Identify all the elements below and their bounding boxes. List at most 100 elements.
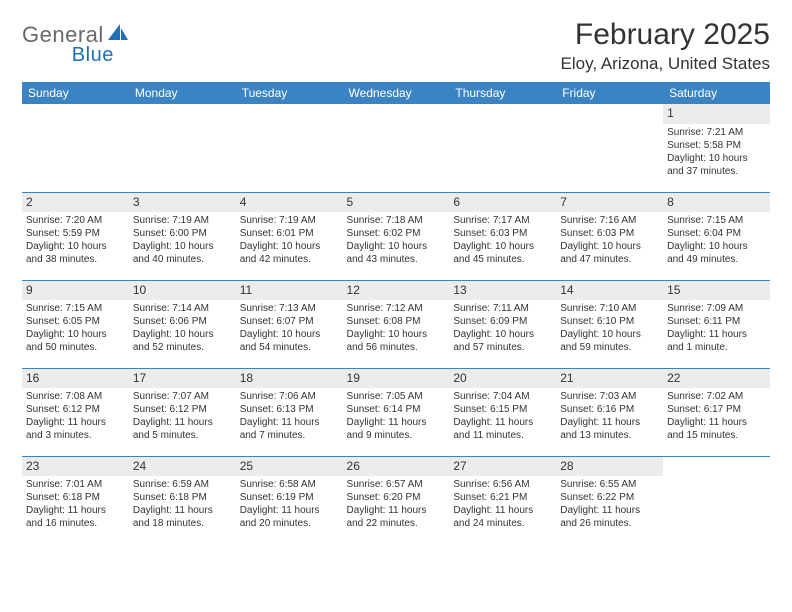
sunset-line: Sunset: 6:06 PM xyxy=(133,315,232,328)
sunrise-line: Sunrise: 7:03 AM xyxy=(560,390,659,403)
sunrise-line: Sunrise: 6:57 AM xyxy=(347,478,446,491)
sunrise-line: Sunrise: 7:20 AM xyxy=(26,214,125,227)
calendar-cell: 15Sunrise: 7:09 AMSunset: 6:11 PMDayligh… xyxy=(663,280,770,368)
day-number: 15 xyxy=(663,281,770,301)
day-number: 3 xyxy=(129,193,236,213)
logo-text-blue: Blue xyxy=(72,44,114,67)
daylight-line: Daylight: 11 hours and 20 minutes. xyxy=(240,504,339,530)
day-number: 11 xyxy=(236,281,343,301)
daylight-line: Daylight: 10 hours and 40 minutes. xyxy=(133,240,232,266)
calendar-cell: 3Sunrise: 7:19 AMSunset: 6:00 PMDaylight… xyxy=(129,192,236,280)
calendar-cell xyxy=(22,104,129,192)
daylight-line: Daylight: 10 hours and 50 minutes. xyxy=(26,328,125,354)
daylight-line: Daylight: 11 hours and 22 minutes. xyxy=(347,504,446,530)
daylight-line: Daylight: 11 hours and 26 minutes. xyxy=(560,504,659,530)
day-number: 13 xyxy=(449,281,556,301)
day-number: 16 xyxy=(22,369,129,389)
col-monday: Monday xyxy=(129,82,236,104)
calendar-cell: 7Sunrise: 7:16 AMSunset: 6:03 PMDaylight… xyxy=(556,192,663,280)
daylight-line: Daylight: 11 hours and 7 minutes. xyxy=(240,416,339,442)
sunrise-line: Sunrise: 6:56 AM xyxy=(453,478,552,491)
sunset-line: Sunset: 6:12 PM xyxy=(133,403,232,416)
daylight-line: Daylight: 11 hours and 24 minutes. xyxy=(453,504,552,530)
page: General Blue February 2025 Eloy, Arizona… xyxy=(0,0,792,554)
calendar-cell: 10Sunrise: 7:14 AMSunset: 6:06 PMDayligh… xyxy=(129,280,236,368)
calendar-cell: 2Sunrise: 7:20 AMSunset: 5:59 PMDaylight… xyxy=(22,192,129,280)
day-number: 12 xyxy=(343,281,450,301)
daylight-line: Daylight: 10 hours and 56 minutes. xyxy=(347,328,446,354)
sunrise-line: Sunrise: 7:01 AM xyxy=(26,478,125,491)
sunrise-line: Sunrise: 7:13 AM xyxy=(240,302,339,315)
calendar-row: 2Sunrise: 7:20 AMSunset: 5:59 PMDaylight… xyxy=(22,192,770,280)
calendar-cell: 26Sunrise: 6:57 AMSunset: 6:20 PMDayligh… xyxy=(343,456,450,544)
sunset-line: Sunset: 6:13 PM xyxy=(240,403,339,416)
calendar-cell: 8Sunrise: 7:15 AMSunset: 6:04 PMDaylight… xyxy=(663,192,770,280)
calendar-cell xyxy=(343,104,450,192)
daylight-line: Daylight: 10 hours and 47 minutes. xyxy=(560,240,659,266)
sunrise-line: Sunrise: 7:19 AM xyxy=(240,214,339,227)
daylight-line: Daylight: 11 hours and 9 minutes. xyxy=(347,416,446,442)
sunset-line: Sunset: 5:58 PM xyxy=(667,139,766,152)
sunset-line: Sunset: 6:02 PM xyxy=(347,227,446,240)
calendar-cell: 9Sunrise: 7:15 AMSunset: 6:05 PMDaylight… xyxy=(22,280,129,368)
daylight-line: Daylight: 11 hours and 13 minutes. xyxy=(560,416,659,442)
daylight-line: Daylight: 10 hours and 45 minutes. xyxy=(453,240,552,266)
calendar-cell xyxy=(556,104,663,192)
day-number: 5 xyxy=(343,193,450,213)
calendar-cell xyxy=(129,104,236,192)
calendar-row: 9Sunrise: 7:15 AMSunset: 6:05 PMDaylight… xyxy=(22,280,770,368)
sunset-line: Sunset: 6:18 PM xyxy=(26,491,125,504)
day-number: 26 xyxy=(343,457,450,477)
calendar-cell: 16Sunrise: 7:08 AMSunset: 6:12 PMDayligh… xyxy=(22,368,129,456)
sunset-line: Sunset: 6:00 PM xyxy=(133,227,232,240)
month-title: February 2025 xyxy=(561,18,770,52)
logo: General Blue xyxy=(22,18,114,67)
col-sunday: Sunday xyxy=(22,82,129,104)
day-number: 24 xyxy=(129,457,236,477)
daylight-line: Daylight: 10 hours and 38 minutes. xyxy=(26,240,125,266)
sunset-line: Sunset: 6:03 PM xyxy=(560,227,659,240)
calendar-cell: 6Sunrise: 7:17 AMSunset: 6:03 PMDaylight… xyxy=(449,192,556,280)
daylight-line: Daylight: 11 hours and 16 minutes. xyxy=(26,504,125,530)
daylight-line: Daylight: 11 hours and 18 minutes. xyxy=(133,504,232,530)
daylight-line: Daylight: 10 hours and 54 minutes. xyxy=(240,328,339,354)
daylight-line: Daylight: 10 hours and 57 minutes. xyxy=(453,328,552,354)
sunset-line: Sunset: 6:18 PM xyxy=(133,491,232,504)
calendar-cell: 1Sunrise: 7:21 AMSunset: 5:58 PMDaylight… xyxy=(663,104,770,192)
calendar-cell: 24Sunrise: 6:59 AMSunset: 6:18 PMDayligh… xyxy=(129,456,236,544)
calendar-cell xyxy=(236,104,343,192)
day-number: 19 xyxy=(343,369,450,389)
day-number: 10 xyxy=(129,281,236,301)
sunset-line: Sunset: 6:01 PM xyxy=(240,227,339,240)
sunset-line: Sunset: 6:10 PM xyxy=(560,315,659,328)
calendar-cell: 21Sunrise: 7:03 AMSunset: 6:16 PMDayligh… xyxy=(556,368,663,456)
sunrise-line: Sunrise: 7:10 AM xyxy=(560,302,659,315)
sunrise-line: Sunrise: 6:59 AM xyxy=(133,478,232,491)
sunset-line: Sunset: 6:21 PM xyxy=(453,491,552,504)
col-wednesday: Wednesday xyxy=(343,82,450,104)
sunset-line: Sunset: 5:59 PM xyxy=(26,227,125,240)
calendar-cell: 4Sunrise: 7:19 AMSunset: 6:01 PMDaylight… xyxy=(236,192,343,280)
sunset-line: Sunset: 6:15 PM xyxy=(453,403,552,416)
day-number: 9 xyxy=(22,281,129,301)
daylight-line: Daylight: 11 hours and 15 minutes. xyxy=(667,416,766,442)
day-number: 23 xyxy=(22,457,129,477)
sunrise-line: Sunrise: 7:18 AM xyxy=(347,214,446,227)
sunrise-line: Sunrise: 7:04 AM xyxy=(453,390,552,403)
sunset-line: Sunset: 6:09 PM xyxy=(453,315,552,328)
sunrise-line: Sunrise: 7:21 AM xyxy=(667,126,766,139)
calendar-row: 16Sunrise: 7:08 AM Sunset: 6:12 PM Dayligh… xyxy=(22,368,770,456)
sunset-line: Sunset: 6:04 PM xyxy=(667,227,766,240)
day-number: 14 xyxy=(556,281,663,301)
sunrise-line: Sunrise: 7:16 AM xyxy=(560,214,659,227)
daylight-line: Daylight: 10 hours and 52 minutes. xyxy=(133,328,232,354)
sunrise-line: Sunrise: 7:08 AM xyxy=(26,390,125,403)
day-number: 17 xyxy=(129,369,236,389)
calendar-cell: 20Sunrise: 7:04 AMSunset: 6:15 PMDayligh… xyxy=(449,368,556,456)
col-tuesday: Tuesday xyxy=(236,82,343,104)
day-number: 22 xyxy=(663,369,770,389)
sunset-line: Sunset: 6:03 PM xyxy=(453,227,552,240)
daylight-line: Daylight: 10 hours and 37 minutes. xyxy=(667,152,766,178)
location: Eloy, Arizona, United States xyxy=(561,54,770,74)
sunrise-line: Sunrise: 6:55 AM xyxy=(560,478,659,491)
